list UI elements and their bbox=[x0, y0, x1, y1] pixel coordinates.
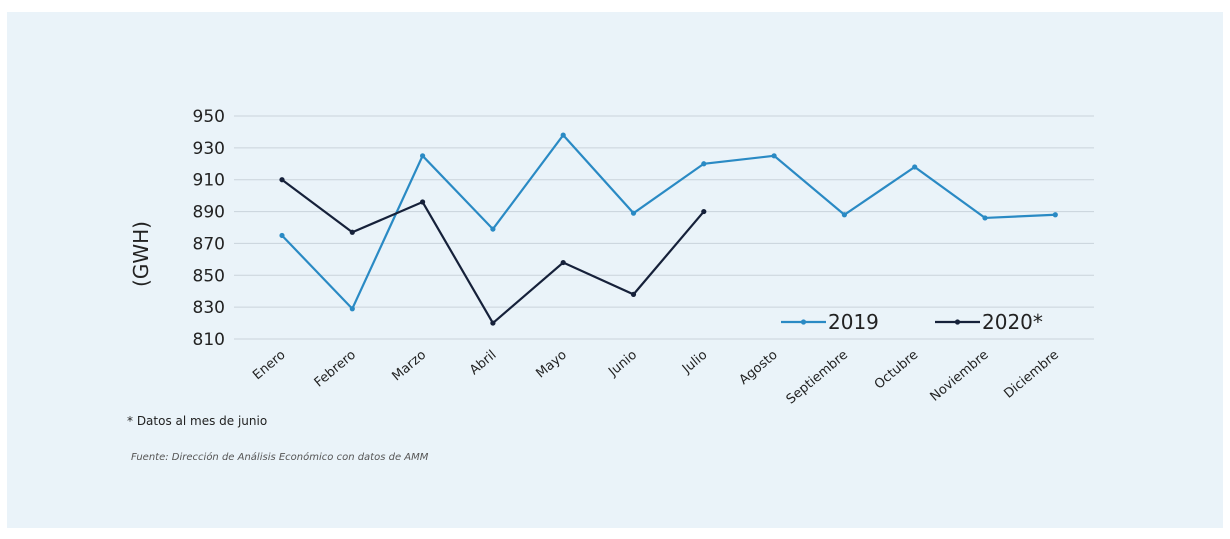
chart-panel bbox=[7, 12, 1223, 528]
y-axis-ticks: 810 830 850 870 890 910 930 950 bbox=[193, 107, 225, 350]
legend: 2019 2020* bbox=[781, 310, 1043, 334]
x-tick-label: Diciembre bbox=[1001, 348, 1061, 402]
data-point bbox=[841, 212, 848, 218]
grid-lines bbox=[234, 115, 1094, 340]
legend-label: 2020* bbox=[982, 310, 1043, 334]
x-tick-label: Octubre bbox=[872, 348, 922, 393]
data-point bbox=[490, 320, 496, 326]
data-point bbox=[560, 259, 566, 266]
x-tick-label: Septiembre bbox=[784, 348, 851, 408]
x-tick-label: Marzo bbox=[389, 348, 429, 385]
x-tick-label: Enero bbox=[250, 348, 288, 384]
data-point bbox=[420, 199, 426, 205]
y-tick-label: 910 bbox=[193, 171, 225, 191]
source-note: Fuente: Dirección de Análisis Económico … bbox=[131, 452, 429, 463]
y-tick-label: 850 bbox=[193, 266, 225, 286]
y-axis-label: (GWH) bbox=[129, 221, 153, 287]
x-axis-ticks: Enero Febrero Marzo Abril Mayo Junio Julio Agos… bbox=[250, 348, 1062, 408]
data-point bbox=[912, 164, 918, 170]
legend-marker bbox=[800, 319, 807, 325]
data-point bbox=[349, 229, 355, 235]
data-point bbox=[420, 153, 426, 159]
y-tick-label: 830 bbox=[193, 298, 225, 318]
y-tick-label: 930 bbox=[193, 139, 225, 159]
data-point bbox=[982, 215, 988, 221]
data-point bbox=[279, 232, 285, 239]
series-layer bbox=[279, 132, 1058, 326]
series-2020 bbox=[279, 177, 707, 326]
series-line bbox=[281, 133, 1056, 311]
data-point bbox=[701, 208, 707, 215]
data-point bbox=[701, 161, 707, 167]
data-point bbox=[771, 153, 777, 159]
data-point bbox=[490, 226, 496, 232]
data-point bbox=[279, 177, 285, 183]
x-tick-label: Febrero bbox=[312, 348, 359, 391]
x-tick-label: Julio bbox=[679, 348, 710, 378]
y-tick-label: 870 bbox=[193, 234, 225, 254]
y-tick-label: 950 bbox=[193, 107, 225, 127]
x-tick-label: Abril bbox=[467, 348, 499, 379]
footnote: * Datos al mes de junio bbox=[127, 414, 268, 428]
data-point bbox=[630, 210, 637, 216]
x-tick-label: Agosto bbox=[737, 348, 781, 388]
y-tick-label: 890 bbox=[193, 203, 225, 223]
legend-marker bbox=[954, 319, 961, 325]
legend-label: 2019 bbox=[828, 310, 879, 334]
x-tick-label: Mayo bbox=[533, 348, 569, 382]
data-point bbox=[560, 132, 566, 138]
data-point bbox=[630, 291, 637, 297]
x-tick-label: Noviembre bbox=[928, 348, 992, 405]
data-point bbox=[1052, 212, 1058, 218]
y-tick-label: 810 bbox=[193, 330, 225, 350]
x-tick-label: Junio bbox=[605, 348, 640, 381]
series-2019 bbox=[279, 132, 1058, 312]
data-point bbox=[349, 306, 355, 312]
